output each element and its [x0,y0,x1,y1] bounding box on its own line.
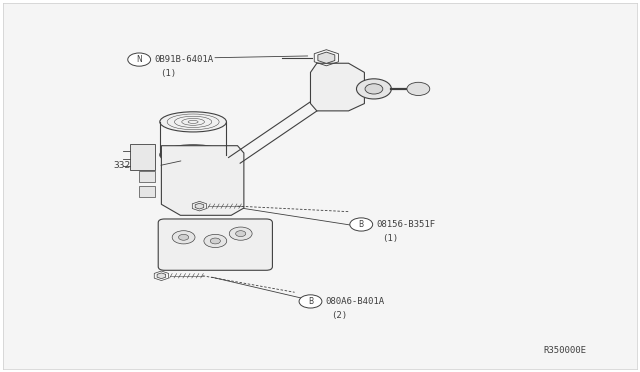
Text: 08156-B351F: 08156-B351F [376,220,436,229]
FancyBboxPatch shape [130,144,155,170]
Circle shape [299,295,322,308]
FancyBboxPatch shape [139,171,155,182]
Text: B: B [308,297,313,306]
Text: 0B91B-6401A: 0B91B-6401A [154,55,214,64]
Text: R350000E: R350000E [543,346,586,355]
Circle shape [204,234,227,247]
Circle shape [229,227,252,240]
Polygon shape [161,146,244,215]
Ellipse shape [160,112,227,132]
Circle shape [211,238,220,244]
Text: (1): (1) [382,234,398,243]
Circle shape [172,231,195,244]
Text: (2): (2) [332,311,348,320]
Text: 33270M: 33270M [114,161,148,170]
Polygon shape [157,273,166,279]
Polygon shape [318,52,335,63]
Ellipse shape [356,79,392,99]
Circle shape [179,234,189,240]
Polygon shape [310,63,364,111]
Circle shape [128,53,150,66]
Text: B: B [358,220,364,229]
Text: N: N [136,55,142,64]
FancyBboxPatch shape [158,219,273,270]
Polygon shape [195,203,204,209]
Text: (1): (1) [160,69,176,78]
Circle shape [407,82,429,96]
Circle shape [350,218,372,231]
Text: 080A6-B401A: 080A6-B401A [326,297,385,306]
Ellipse shape [365,84,383,94]
Circle shape [236,231,246,237]
Ellipse shape [160,145,227,165]
FancyBboxPatch shape [139,186,155,197]
